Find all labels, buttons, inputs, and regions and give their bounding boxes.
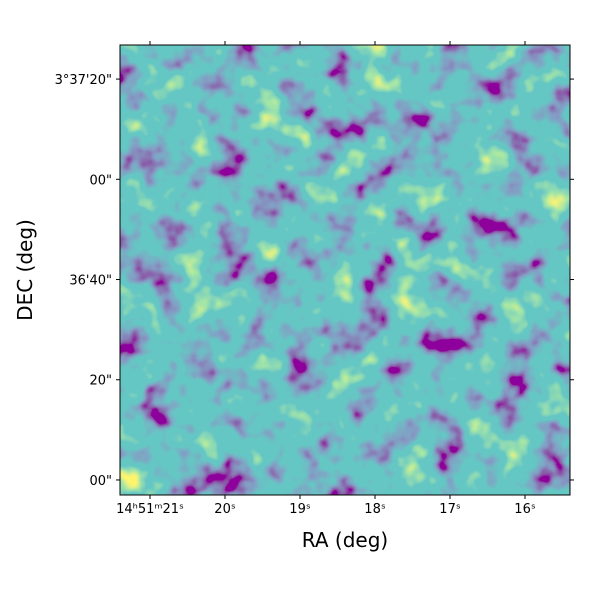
x-tick-label: 18ˢ: [364, 502, 386, 517]
y-tick-label: 36'40": [69, 274, 112, 289]
x-tick-label: 17ˢ: [439, 502, 461, 517]
x-tick-label: 20ˢ: [214, 502, 236, 517]
axes-frame: [119, 44, 571, 496]
y-tick-label: 20": [89, 374, 112, 389]
y-axis-label: DEC (deg): [13, 219, 37, 321]
y-tick-label: 3°37'20": [55, 73, 112, 88]
x-tick-label: 16ˢ: [514, 502, 536, 517]
x-tick-label: 19ˢ: [289, 502, 311, 517]
x-axis-label: RA (deg): [302, 528, 388, 552]
y-tick-label: 00": [89, 474, 112, 489]
y-tick-label: 00": [89, 173, 112, 188]
image-texture: [120, 45, 570, 495]
image: [120, 45, 570, 495]
x-tick-label: 14ʰ51ᵐ21ˢ: [116, 502, 184, 517]
